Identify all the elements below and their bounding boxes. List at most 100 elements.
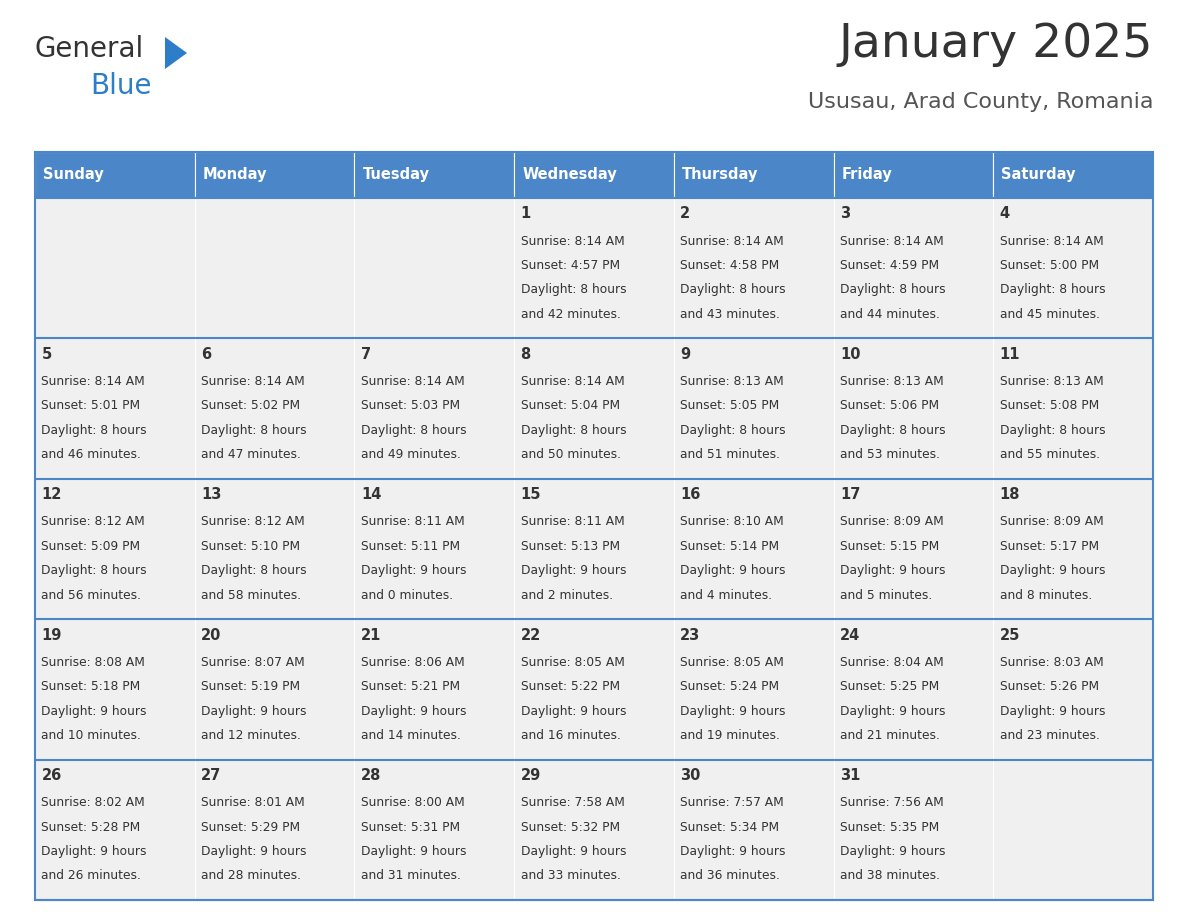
Text: Sunrise: 8:11 AM: Sunrise: 8:11 AM: [361, 515, 465, 528]
Text: Sunset: 5:19 PM: Sunset: 5:19 PM: [201, 680, 301, 693]
Text: and 51 minutes.: and 51 minutes.: [681, 448, 781, 461]
Text: Sunset: 5:28 PM: Sunset: 5:28 PM: [42, 821, 140, 834]
FancyBboxPatch shape: [674, 339, 834, 479]
Text: Daylight: 8 hours: Daylight: 8 hours: [999, 284, 1105, 297]
Text: Saturday: Saturday: [1001, 167, 1076, 183]
Text: General: General: [34, 35, 144, 63]
Text: Sunset: 5:32 PM: Sunset: 5:32 PM: [520, 821, 620, 834]
FancyBboxPatch shape: [34, 198, 195, 339]
Text: Sunrise: 8:01 AM: Sunrise: 8:01 AM: [201, 796, 305, 809]
Text: Sunset: 5:34 PM: Sunset: 5:34 PM: [681, 821, 779, 834]
Text: Sunset: 4:57 PM: Sunset: 4:57 PM: [520, 259, 620, 272]
FancyBboxPatch shape: [993, 198, 1154, 339]
Text: Sunrise: 8:13 AM: Sunrise: 8:13 AM: [681, 375, 784, 388]
Text: Ususau, Arad County, Romania: Ususau, Arad County, Romania: [808, 92, 1154, 112]
Text: Sunrise: 8:14 AM: Sunrise: 8:14 AM: [42, 375, 145, 388]
Text: Sunrise: 8:14 AM: Sunrise: 8:14 AM: [520, 375, 624, 388]
Text: Sunrise: 8:14 AM: Sunrise: 8:14 AM: [520, 234, 624, 248]
FancyBboxPatch shape: [834, 759, 993, 900]
Text: Sunset: 5:24 PM: Sunset: 5:24 PM: [681, 680, 779, 693]
Text: 7: 7: [361, 347, 371, 362]
Text: 20: 20: [201, 628, 221, 643]
Text: Sunrise: 8:06 AM: Sunrise: 8:06 AM: [361, 655, 465, 668]
Text: Sunrise: 8:14 AM: Sunrise: 8:14 AM: [361, 375, 465, 388]
Text: Sunset: 5:26 PM: Sunset: 5:26 PM: [999, 680, 1099, 693]
Text: Sunset: 5:02 PM: Sunset: 5:02 PM: [201, 399, 301, 412]
Text: Daylight: 8 hours: Daylight: 8 hours: [681, 424, 786, 437]
Text: Sunset: 5:10 PM: Sunset: 5:10 PM: [201, 540, 301, 553]
Text: Sunset: 5:05 PM: Sunset: 5:05 PM: [681, 399, 779, 412]
FancyBboxPatch shape: [34, 152, 195, 198]
Text: Daylight: 8 hours: Daylight: 8 hours: [681, 284, 786, 297]
Text: 15: 15: [520, 487, 541, 502]
Text: Sunset: 5:08 PM: Sunset: 5:08 PM: [999, 399, 1099, 412]
Text: Daylight: 9 hours: Daylight: 9 hours: [840, 565, 946, 577]
Text: Sunset: 5:18 PM: Sunset: 5:18 PM: [42, 680, 140, 693]
Text: Daylight: 8 hours: Daylight: 8 hours: [361, 424, 467, 437]
Text: and 56 minutes.: and 56 minutes.: [42, 588, 141, 601]
Text: and 2 minutes.: and 2 minutes.: [520, 588, 613, 601]
Text: and 26 minutes.: and 26 minutes.: [42, 869, 141, 882]
Text: Sunrise: 8:12 AM: Sunrise: 8:12 AM: [201, 515, 305, 528]
Text: Sunset: 5:25 PM: Sunset: 5:25 PM: [840, 680, 940, 693]
Text: 6: 6: [201, 347, 211, 362]
Text: Sunrise: 8:07 AM: Sunrise: 8:07 AM: [201, 655, 305, 668]
Text: Daylight: 8 hours: Daylight: 8 hours: [840, 284, 946, 297]
Text: 13: 13: [201, 487, 221, 502]
FancyBboxPatch shape: [354, 479, 514, 620]
Text: Sunset: 5:03 PM: Sunset: 5:03 PM: [361, 399, 460, 412]
Text: Daylight: 9 hours: Daylight: 9 hours: [681, 704, 785, 718]
FancyBboxPatch shape: [514, 198, 674, 339]
Text: Daylight: 8 hours: Daylight: 8 hours: [520, 284, 626, 297]
Text: Sunset: 5:14 PM: Sunset: 5:14 PM: [681, 540, 779, 553]
Text: and 47 minutes.: and 47 minutes.: [201, 448, 301, 461]
Text: Daylight: 9 hours: Daylight: 9 hours: [361, 845, 467, 858]
Text: 22: 22: [520, 628, 541, 643]
Text: and 42 minutes.: and 42 minutes.: [520, 308, 620, 320]
Text: and 38 minutes.: and 38 minutes.: [840, 869, 940, 882]
Text: and 53 minutes.: and 53 minutes.: [840, 448, 940, 461]
Text: 27: 27: [201, 768, 221, 783]
Text: Sunset: 4:59 PM: Sunset: 4:59 PM: [840, 259, 939, 272]
Text: and 58 minutes.: and 58 minutes.: [201, 588, 302, 601]
Text: and 8 minutes.: and 8 minutes.: [999, 588, 1092, 601]
Text: 3: 3: [840, 207, 851, 221]
Text: 17: 17: [840, 487, 860, 502]
Text: and 33 minutes.: and 33 minutes.: [520, 869, 620, 882]
Text: Sunrise: 8:14 AM: Sunrise: 8:14 AM: [840, 234, 943, 248]
Text: and 45 minutes.: and 45 minutes.: [999, 308, 1100, 320]
Text: Thursday: Thursday: [682, 167, 758, 183]
Text: Sunrise: 7:57 AM: Sunrise: 7:57 AM: [681, 796, 784, 809]
Text: Daylight: 8 hours: Daylight: 8 hours: [201, 565, 307, 577]
Text: and 23 minutes.: and 23 minutes.: [999, 729, 1100, 742]
Text: Sunset: 5:17 PM: Sunset: 5:17 PM: [999, 540, 1099, 553]
Text: 23: 23: [681, 628, 701, 643]
Text: Daylight: 9 hours: Daylight: 9 hours: [201, 704, 307, 718]
Text: Sunset: 5:21 PM: Sunset: 5:21 PM: [361, 680, 460, 693]
Text: and 10 minutes.: and 10 minutes.: [42, 729, 141, 742]
FancyBboxPatch shape: [514, 759, 674, 900]
FancyBboxPatch shape: [993, 152, 1154, 198]
Polygon shape: [165, 37, 187, 69]
Text: Daylight: 9 hours: Daylight: 9 hours: [42, 845, 147, 858]
FancyBboxPatch shape: [514, 479, 674, 620]
Text: Daylight: 8 hours: Daylight: 8 hours: [42, 424, 147, 437]
Text: Daylight: 9 hours: Daylight: 9 hours: [999, 565, 1105, 577]
FancyBboxPatch shape: [34, 759, 195, 900]
Text: 31: 31: [840, 768, 860, 783]
FancyBboxPatch shape: [834, 152, 993, 198]
FancyBboxPatch shape: [674, 620, 834, 759]
Text: Sunset: 5:06 PM: Sunset: 5:06 PM: [840, 399, 939, 412]
FancyBboxPatch shape: [834, 620, 993, 759]
Text: 11: 11: [999, 347, 1020, 362]
Text: and 36 minutes.: and 36 minutes.: [681, 869, 781, 882]
Text: Sunset: 5:22 PM: Sunset: 5:22 PM: [520, 680, 620, 693]
FancyBboxPatch shape: [354, 620, 514, 759]
FancyBboxPatch shape: [993, 479, 1154, 620]
FancyBboxPatch shape: [993, 759, 1154, 900]
Text: and 49 minutes.: and 49 minutes.: [361, 448, 461, 461]
FancyBboxPatch shape: [834, 198, 993, 339]
Text: 10: 10: [840, 347, 860, 362]
Text: 4: 4: [999, 207, 1010, 221]
Text: Daylight: 9 hours: Daylight: 9 hours: [520, 565, 626, 577]
